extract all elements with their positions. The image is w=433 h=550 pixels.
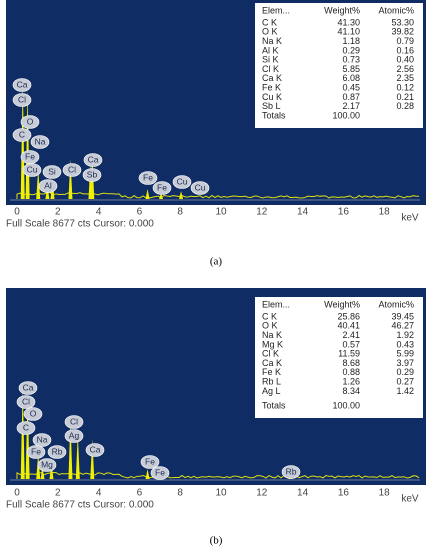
peak-label: Fe bbox=[25, 151, 35, 161]
x-tick-label: 12 bbox=[256, 488, 268, 499]
x-tick-label: 18 bbox=[379, 207, 391, 218]
x-tick-label: 2 bbox=[55, 488, 61, 499]
peak-label: Rb bbox=[52, 446, 63, 456]
peak-label: C bbox=[23, 422, 29, 432]
peak-label: Ag bbox=[69, 430, 80, 440]
peak-label: C bbox=[19, 129, 25, 139]
table-header: Weight% bbox=[324, 299, 360, 309]
peak-label: Fe bbox=[31, 446, 41, 456]
table-header: Elem... bbox=[262, 299, 290, 309]
table-totals-label: Totals bbox=[262, 110, 286, 120]
peak-label: Fe bbox=[157, 182, 167, 192]
x-tick-label: 4 bbox=[96, 207, 102, 218]
peak-label: Cu bbox=[195, 182, 206, 192]
peak-label: O bbox=[30, 408, 37, 418]
peak-label: Ca bbox=[90, 444, 101, 454]
peak-label: Cl bbox=[22, 396, 30, 406]
table-totals-label: Totals bbox=[262, 400, 286, 410]
x-tick-label: 12 bbox=[256, 207, 268, 218]
peak-label: Al bbox=[44, 180, 52, 190]
table-totals-value: 100.00 bbox=[332, 110, 360, 120]
peak-label: Cu bbox=[27, 164, 38, 174]
table-cell: 1.42 bbox=[396, 386, 414, 396]
table-header: Elem... bbox=[262, 5, 290, 15]
caption: (a) bbox=[210, 256, 223, 268]
peak-label: Cl bbox=[18, 94, 26, 104]
peak-label: Si bbox=[48, 166, 56, 176]
x-tick-label: 0 bbox=[14, 207, 20, 218]
peak-label: Fe bbox=[155, 467, 165, 477]
peak-label: O bbox=[27, 116, 34, 126]
table-cell: Ag L bbox=[262, 386, 281, 396]
table-cell: 8.34 bbox=[342, 386, 360, 396]
table-header: Atomic% bbox=[378, 5, 414, 15]
x-tick-label: 10 bbox=[215, 207, 227, 218]
peak-label: Mg bbox=[41, 459, 53, 469]
peak-label: Cl bbox=[70, 416, 78, 426]
table-cell: 0.28 bbox=[396, 101, 414, 111]
peak-label: Sb bbox=[87, 169, 98, 179]
x-tick-label: 8 bbox=[177, 488, 183, 499]
x-tick-label: 6 bbox=[137, 207, 143, 218]
x-tick-label: 14 bbox=[297, 207, 309, 218]
status-line: Full Scale 8677 cts Cursor: 0.000 bbox=[6, 500, 154, 511]
table-header: Weight% bbox=[324, 5, 360, 15]
x-unit: keV bbox=[401, 494, 419, 505]
status-line: Full Scale 8677 cts Cursor: 0.000 bbox=[6, 219, 154, 230]
x-tick-label: 8 bbox=[177, 207, 183, 218]
peak-label: Rb bbox=[286, 466, 297, 476]
peak-label: Fe bbox=[143, 172, 153, 182]
x-tick-label: 14 bbox=[297, 488, 309, 499]
peak-label: Cl bbox=[68, 164, 76, 174]
x-tick-label: 16 bbox=[338, 207, 350, 218]
x-tick-label: 6 bbox=[137, 488, 143, 499]
x-tick-label: 4 bbox=[96, 488, 102, 499]
peak-label: Fe bbox=[145, 456, 155, 466]
x-tick-label: 2 bbox=[55, 207, 61, 218]
peak-label: Ca bbox=[88, 154, 99, 164]
peak-label: Na bbox=[35, 136, 46, 146]
caption: (b) bbox=[210, 535, 223, 547]
table-totals-value: 100.00 bbox=[332, 400, 360, 410]
peak-label: Ca bbox=[23, 382, 34, 392]
x-unit: keV bbox=[401, 213, 419, 224]
table-header: Atomic% bbox=[378, 299, 414, 309]
peak-label: Cu bbox=[177, 176, 188, 186]
x-tick-label: 18 bbox=[379, 488, 391, 499]
peak-label: Na bbox=[37, 434, 48, 444]
x-tick-label: 16 bbox=[338, 488, 350, 499]
peak-label: Ca bbox=[17, 79, 28, 89]
x-tick-label: 10 bbox=[215, 488, 227, 499]
x-tick-label: 0 bbox=[14, 488, 20, 499]
